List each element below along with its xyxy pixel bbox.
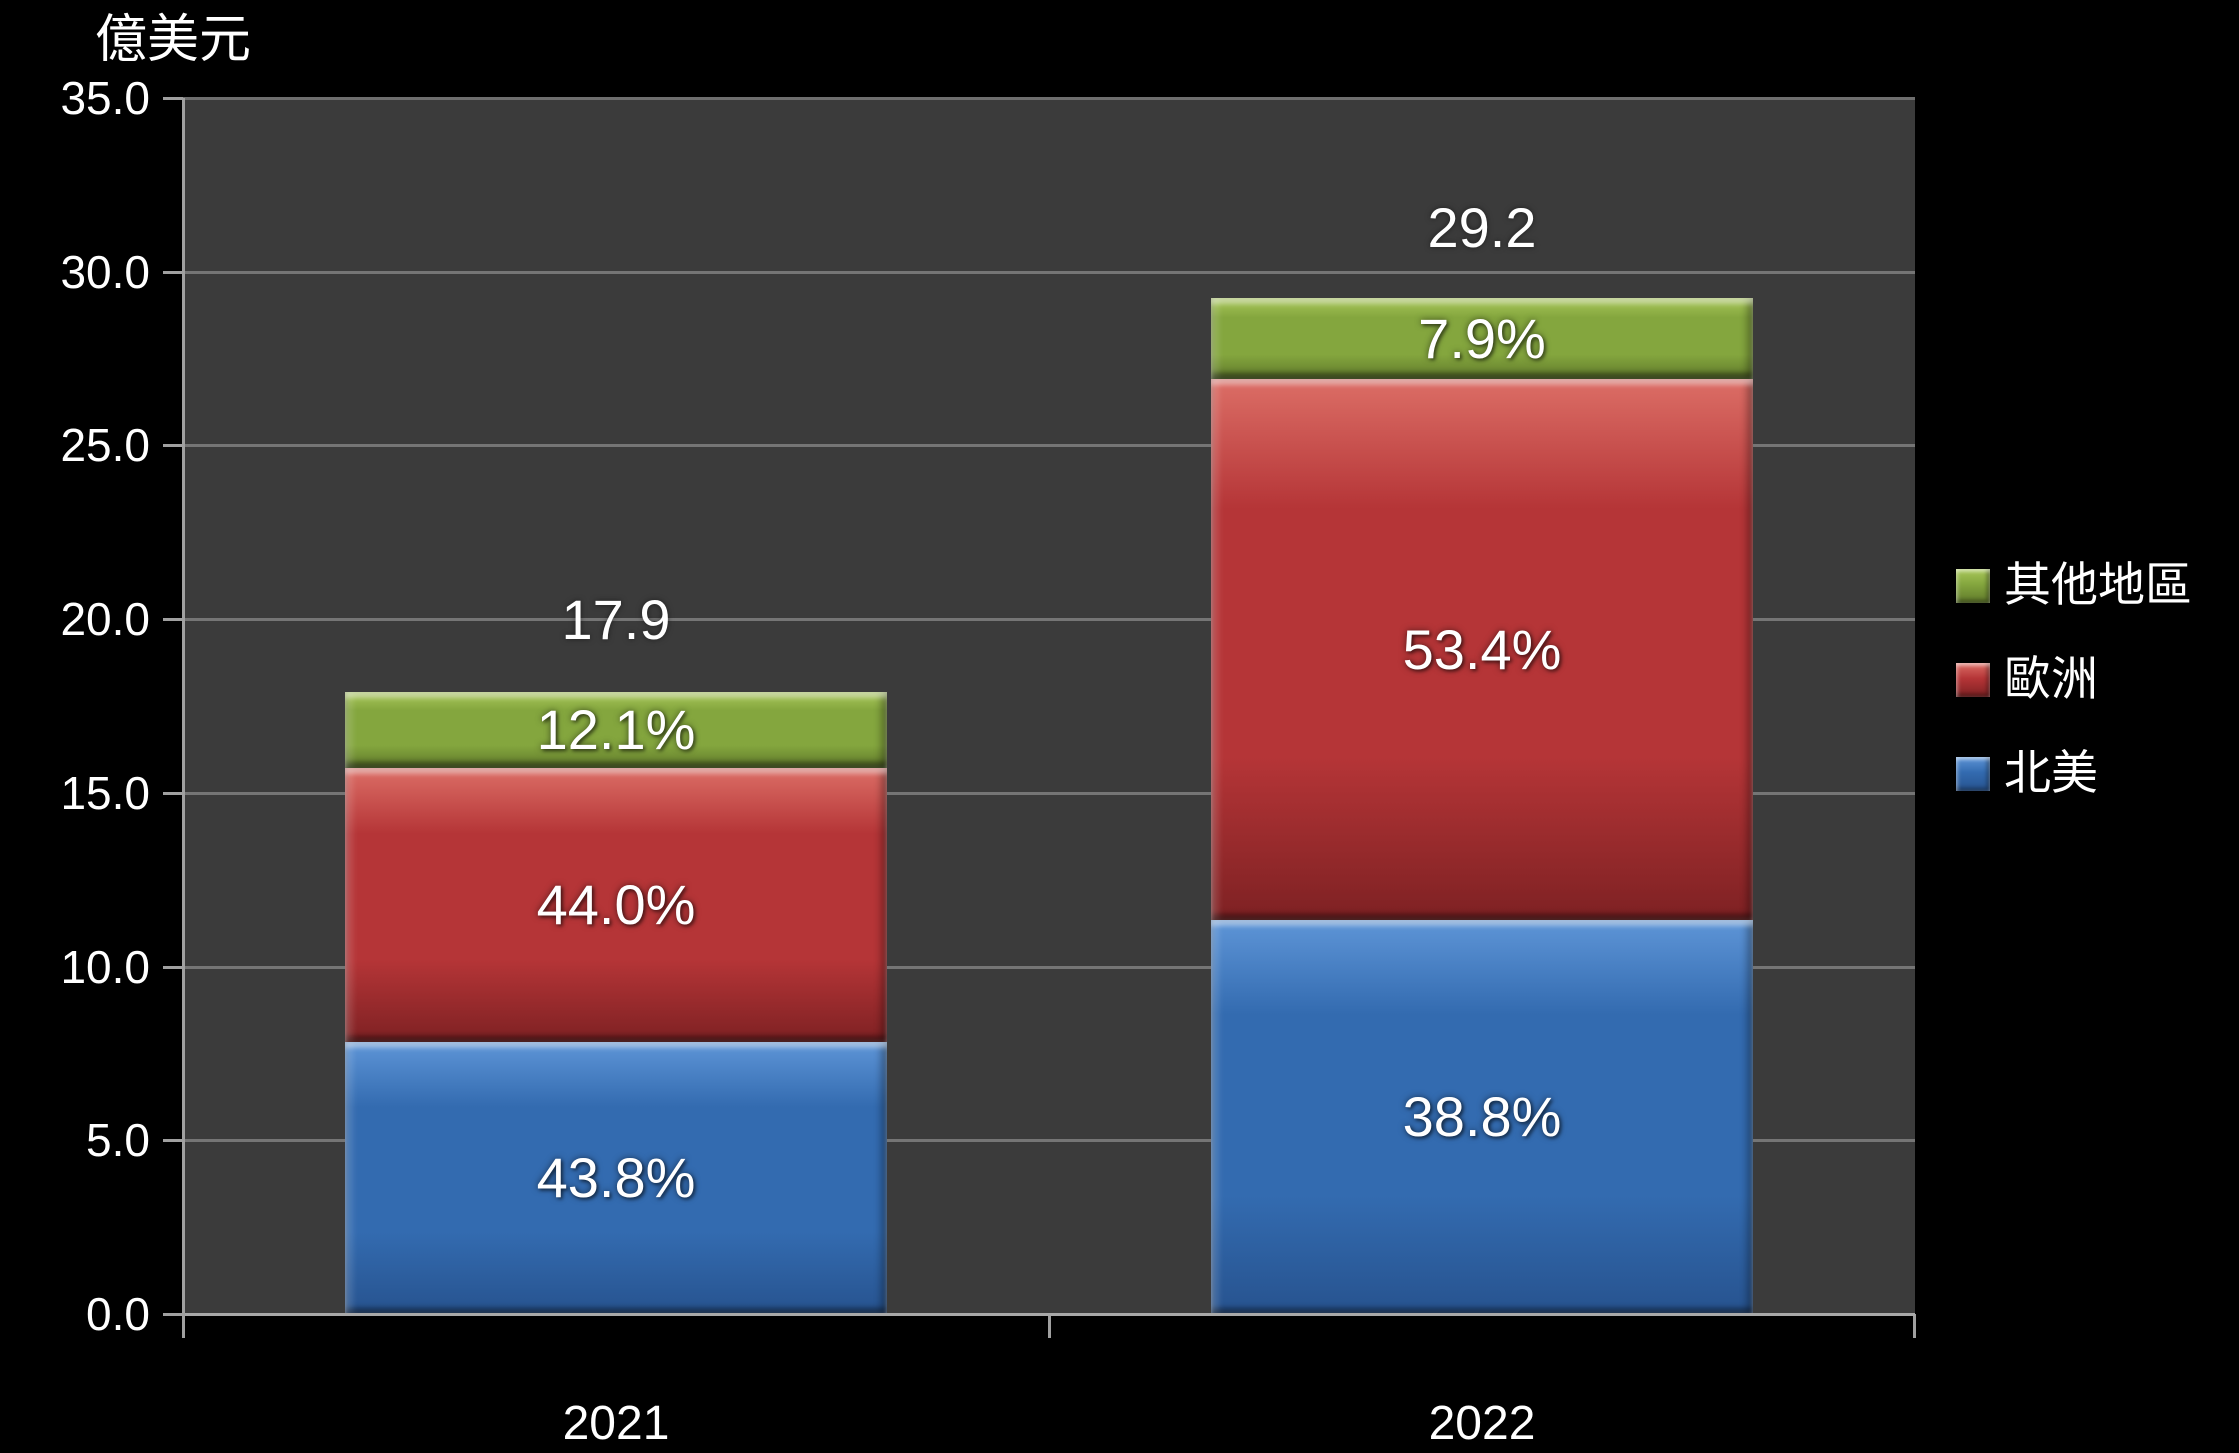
gridline <box>183 965 1915 969</box>
legend-item: 其他地區 <box>1956 556 2192 616</box>
bar-total-label: 29.2 <box>1427 195 1537 259</box>
bar-total-label: 17.9 <box>561 588 671 652</box>
legend-item: 北美 <box>1956 744 2192 804</box>
y-axis-tick-label: 15.0 <box>60 766 150 819</box>
legend: 其他地區 歐洲 北美 <box>1956 556 2192 804</box>
bar-segment-歐洲: 44.0% <box>345 767 887 1042</box>
legend-label: 北美 <box>2004 748 2098 800</box>
gridline <box>183 444 1915 448</box>
y-axis-tick <box>163 965 183 969</box>
legend-label: 其他地區 <box>2004 560 2192 612</box>
segment-percent-label: 38.8% <box>1402 1085 1562 1149</box>
y-axis-tick-label: 25.0 <box>60 419 150 472</box>
x-axis-line <box>183 1313 1915 1316</box>
x-axis-tick <box>1913 1314 1916 1338</box>
segment-percent-label: 44.0% <box>536 872 696 936</box>
gridline <box>183 1139 1915 1143</box>
x-axis-category-label: 2021 <box>562 1397 670 1450</box>
segment-percent-label: 53.4% <box>1402 617 1562 681</box>
y-axis-tick-label: 20.0 <box>60 593 150 646</box>
y-axis-tick-label: 30.0 <box>60 245 150 298</box>
legend-swatch-icon <box>1956 663 1990 697</box>
gridline <box>183 270 1915 274</box>
y-axis-line <box>182 98 185 1338</box>
bar-segment-其他地區: 7.9% <box>1211 298 1753 379</box>
legend-item: 歐洲 <box>1956 650 2192 710</box>
y-axis-tick <box>163 791 183 795</box>
y-axis-tick <box>163 1139 183 1143</box>
x-axis-category-label: 2022 <box>1428 1397 1536 1450</box>
bar-segment-北美: 38.8% <box>1211 920 1753 1314</box>
gridline <box>183 618 1915 622</box>
y-axis-tick <box>163 618 183 622</box>
y-axis-tick-label: 5.0 <box>86 1114 150 1167</box>
segment-percent-label: 43.8% <box>536 1145 696 1209</box>
y-axis-tick-label: 0.0 <box>86 1288 150 1340</box>
y-axis-tick <box>163 1313 183 1316</box>
y-axis-tick-label: 35.0 <box>60 72 150 124</box>
y-axis-title: 億美元 <box>95 12 252 69</box>
y-axis-tick <box>163 444 183 448</box>
legend-label: 歐洲 <box>2004 654 2098 706</box>
legend-swatch-icon <box>1956 757 1990 791</box>
gridline <box>183 791 1915 795</box>
y-axis-tick-label: 10.0 <box>60 940 150 993</box>
segment-percent-label: 7.9% <box>1418 306 1546 370</box>
bar-segment-歐洲: 53.4% <box>1211 378 1753 921</box>
gridline <box>183 97 1915 100</box>
x-axis-tick <box>1048 1314 1051 1338</box>
y-axis-tick <box>163 97 183 100</box>
bar-segment-其他地區: 12.1% <box>345 692 887 768</box>
segment-percent-label: 12.1% <box>536 698 696 762</box>
legend-swatch-icon <box>1956 569 1990 603</box>
y-axis-tick <box>163 270 183 274</box>
bar-segment-北美: 43.8% <box>345 1041 887 1314</box>
